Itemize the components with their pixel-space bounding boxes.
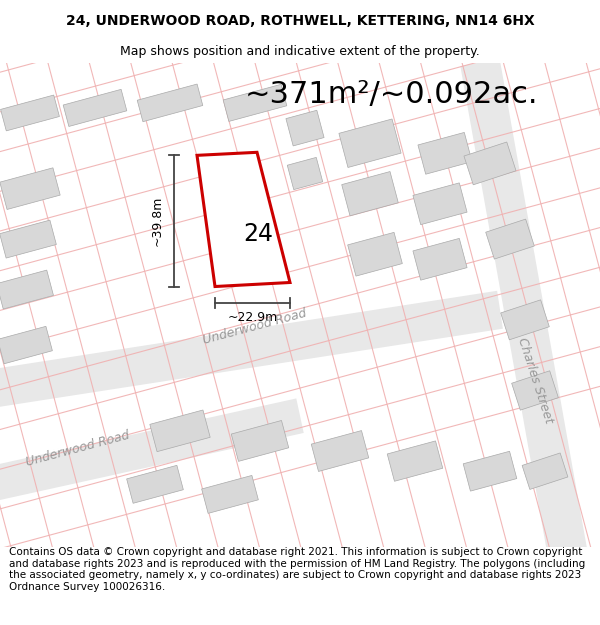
Text: Map shows position and indicative extent of the property.: Map shows position and indicative extent… [120, 44, 480, 58]
Polygon shape [202, 476, 259, 513]
Polygon shape [463, 451, 517, 491]
Polygon shape [311, 431, 369, 471]
Text: Contains OS data © Crown copyright and database right 2021. This information is : Contains OS data © Crown copyright and d… [9, 548, 585, 592]
Polygon shape [342, 171, 398, 216]
Polygon shape [464, 142, 516, 185]
Polygon shape [287, 158, 323, 189]
Polygon shape [347, 232, 403, 276]
Polygon shape [286, 110, 324, 146]
Text: Underwood Road: Underwood Road [25, 429, 131, 469]
Polygon shape [1, 95, 59, 131]
Polygon shape [418, 132, 472, 174]
Polygon shape [522, 453, 568, 489]
Text: ~22.9m: ~22.9m [227, 311, 278, 324]
Polygon shape [460, 59, 590, 571]
Polygon shape [387, 441, 443, 481]
Polygon shape [512, 371, 559, 410]
Polygon shape [501, 300, 549, 340]
Polygon shape [0, 326, 52, 364]
Polygon shape [413, 183, 467, 224]
Polygon shape [231, 421, 289, 461]
Text: ~371m²/~0.092ac.: ~371m²/~0.092ac. [245, 79, 539, 109]
Polygon shape [63, 89, 127, 126]
Polygon shape [127, 466, 184, 503]
Polygon shape [0, 291, 503, 409]
Polygon shape [0, 399, 304, 504]
Polygon shape [137, 84, 203, 122]
Polygon shape [0, 220, 56, 258]
Text: 24, UNDERWOOD ROAD, ROTHWELL, KETTERING, NN14 6HX: 24, UNDERWOOD ROAD, ROTHWELL, KETTERING,… [65, 14, 535, 28]
Text: 24: 24 [243, 222, 273, 246]
Polygon shape [150, 410, 210, 452]
Polygon shape [223, 84, 287, 121]
Polygon shape [0, 168, 60, 209]
Polygon shape [339, 119, 401, 168]
Polygon shape [413, 238, 467, 280]
Polygon shape [197, 152, 290, 286]
Text: Underwood Road: Underwood Road [202, 307, 308, 347]
Text: ~39.8m: ~39.8m [151, 196, 164, 246]
Text: Charles Street: Charles Street [515, 336, 555, 425]
Polygon shape [0, 270, 53, 309]
Polygon shape [486, 219, 534, 259]
